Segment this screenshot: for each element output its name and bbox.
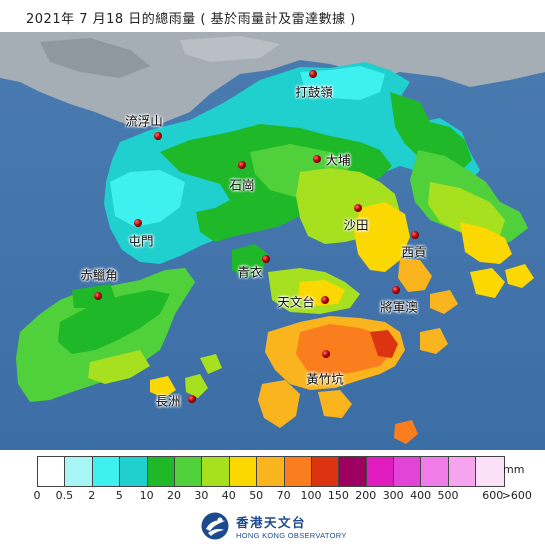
legend-tick-16: 600 — [482, 489, 504, 502]
legend-swatch-3 — [120, 457, 148, 486]
station-dot-lau-fau-shan[interactable] — [154, 132, 162, 140]
legend-swatch-10 — [311, 457, 340, 486]
station-dot-tuen-mun[interactable] — [134, 219, 142, 227]
legend-tick-2: 2 — [88, 489, 96, 502]
station-label-lau-fau-shan: 流浮山 — [125, 113, 163, 129]
station-label-shek-kong: 石崗 — [229, 177, 255, 193]
legend-swatch-15 — [448, 457, 477, 486]
station-dot-wong-chuk-hang[interactable] — [322, 350, 330, 358]
station-label-chek-lap-kok: 赤鱲角 — [80, 267, 118, 283]
page-title: 2021年 7 月18 日的總雨量 ( 基於雨量計及雷達數據 ) — [26, 12, 356, 27]
station-label-sha-tin: 沙田 — [343, 217, 369, 233]
station-dot-cheung-chau[interactable] — [188, 395, 196, 403]
station-label-cheung-chau: 長洲 — [155, 393, 181, 409]
legend-swatch-2 — [92, 457, 121, 486]
legend-tick-4: 10 — [139, 489, 154, 502]
legend-tick-labels: 0 0.5 2 5 10 20 30 40 50 70 100 150 200 300 400 500 600 >… — [0, 489, 545, 505]
legend-tick-13: 300 — [382, 489, 404, 502]
station-label-tai-po: 大埔 — [325, 152, 351, 168]
legend-swatch-5 — [174, 457, 203, 486]
legend-tick-7: 40 — [221, 489, 236, 502]
station-dot-sai-kung[interactable] — [411, 231, 419, 239]
cheung-chau — [185, 374, 208, 398]
rainfall-legend-bar — [37, 456, 505, 487]
legend-tick-0: 0 — [33, 489, 41, 502]
legend-swatch-8 — [257, 457, 285, 486]
rainfall-map-svg — [0, 32, 545, 450]
legend-tick-12: 200 — [355, 489, 377, 502]
legend-tick-14: 400 — [410, 489, 432, 502]
legend-swatch-16 — [476, 457, 504, 486]
legend-swatch-4 — [147, 457, 175, 486]
legend-swatch-14 — [421, 457, 449, 486]
legend-tick-17: >600 — [501, 489, 532, 502]
hko-logo: 香港天文台 HONG KONG OBSERVATORY — [200, 510, 347, 542]
legend-swatch-11 — [339, 457, 367, 486]
station-label-tsing-yi: 青衣 — [237, 264, 263, 280]
legend-swatch-6 — [202, 457, 230, 486]
lamma-island — [258, 380, 300, 428]
rain-zone-40-50 — [354, 202, 410, 272]
legend-swatch-12 — [366, 457, 395, 486]
legend-swatch-13 — [394, 457, 422, 486]
station-label-hk-observatory: 天文台 — [277, 294, 315, 310]
legend-tick-15: 500 — [437, 489, 459, 502]
legend-swatch-7 — [229, 457, 258, 486]
tsing-yi — [232, 244, 268, 278]
legend-tick-8: 50 — [249, 489, 264, 502]
station-label-sai-kung: 西貢 — [401, 244, 427, 260]
station-dot-ta-kwu-ling[interactable] — [309, 70, 317, 78]
station-dot-shek-kong[interactable] — [238, 161, 246, 169]
rainfall-map: 打鼓嶺 流浮山 大埔 石崗 沙田 屯門 西貢 青衣 赤鱲角 天文台 將軍澳 黃竹… — [0, 32, 545, 450]
station-label-wong-chuk-hang: 黃竹坑 — [306, 371, 344, 387]
station-label-tseung-kwan-o: 將軍澳 — [380, 299, 418, 315]
station-dot-sha-tin[interactable] — [354, 204, 362, 212]
legend-tick-9: 70 — [276, 489, 291, 502]
station-label-ta-kwu-ling: 打鼓嶺 — [295, 84, 333, 100]
legend-tick-5: 20 — [167, 489, 181, 502]
station-dot-tai-po[interactable] — [313, 155, 321, 163]
legend-swatch-9 — [284, 457, 312, 486]
legend-swatch-0 — [38, 457, 66, 486]
station-dot-tsing-yi[interactable] — [262, 255, 270, 263]
station-dot-tseung-kwan-o[interactable] — [392, 286, 400, 294]
legend-tick-10: 100 — [300, 489, 322, 502]
station-dot-chek-lap-kok[interactable] — [94, 292, 102, 300]
logo-name-english: HONG KONG OBSERVATORY — [236, 531, 347, 540]
legend-tick-3: 5 — [115, 489, 123, 502]
station-label-tuen-mun: 屯門 — [128, 233, 154, 249]
legend-swatch-1 — [65, 457, 93, 486]
legend-tick-1: 0.5 — [55, 489, 74, 502]
station-dot-hk-observatory[interactable] — [321, 296, 329, 304]
legend-unit: mm — [503, 463, 525, 476]
hko-emblem-icon — [201, 512, 229, 540]
station-markers — [94, 70, 419, 403]
legend-tick-11: 150 — [327, 489, 349, 502]
logo-name-chinese: 香港天文台 — [236, 515, 307, 530]
legend-tick-6: 30 — [194, 489, 209, 502]
